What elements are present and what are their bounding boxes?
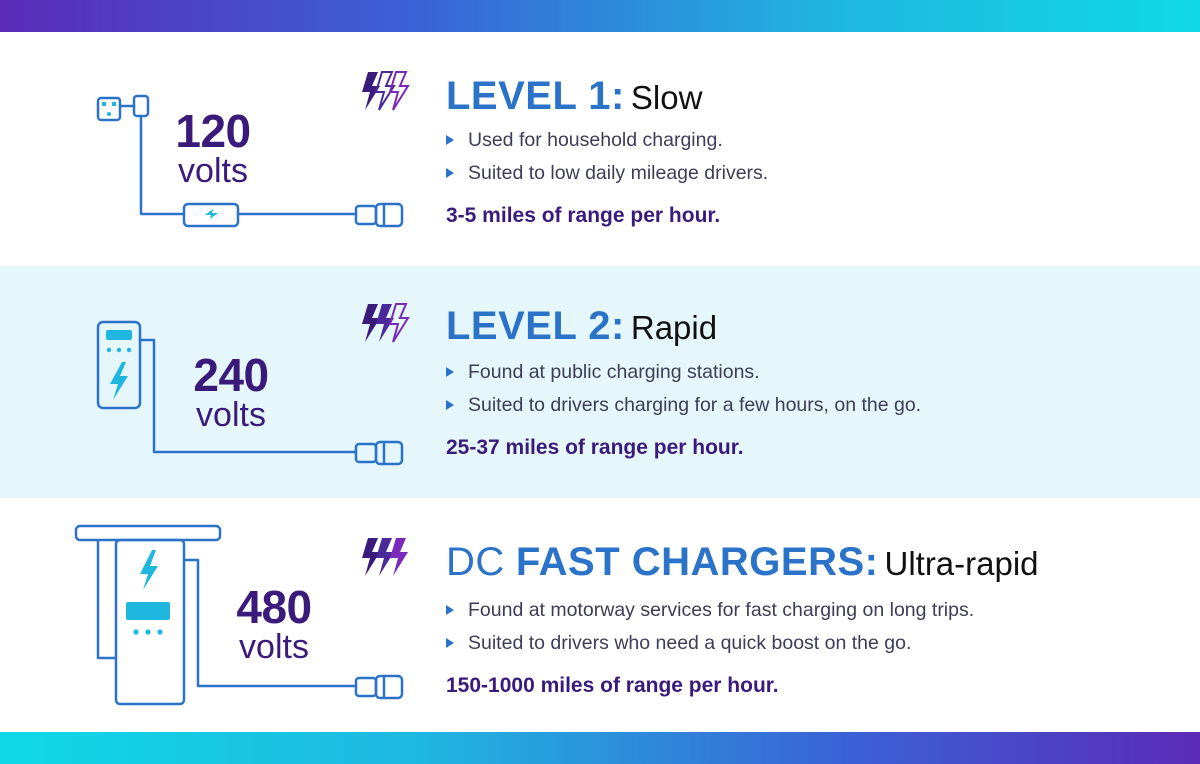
bottom-gradient-bar (0, 732, 1200, 764)
heading-speed: Ultra-rapid (884, 545, 1039, 582)
heading-bold: FAST CHARGERS: (515, 540, 879, 584)
range-per-hour: 150-1000 miles of range per hour. (446, 674, 779, 697)
triangle-bullet-icon (446, 605, 454, 615)
triangle-bullet-icon (446, 168, 454, 178)
triangle-bullet-icon (446, 638, 454, 648)
voltage-label: 120 volts (168, 108, 258, 188)
list-item: Found at public charging stations. (446, 356, 921, 389)
wall-plug-charger-illustration (96, 94, 404, 228)
voltage-number: 480 (236, 581, 312, 633)
list-item: Found at motorway services for fast char… (446, 594, 974, 627)
connector-icon (374, 440, 404, 466)
voltage-unit: volts (239, 628, 309, 666)
voltage-number: 240 (193, 349, 269, 401)
lightning-bolts-icon (362, 538, 408, 576)
level-2-heading: LEVEL 2: Rapid (446, 306, 717, 346)
dc-fast-charger-section: 480 volts DC FAST CHARGERS: Ultra-rapid F… (0, 498, 1200, 732)
list-item: Used for household charging. (446, 124, 768, 157)
level-2-section: 240 volts LEVEL 2: Rapid Found at public … (0, 266, 1200, 498)
connector-icon (374, 674, 404, 700)
wall-box-icon (96, 320, 142, 410)
voltage-label: 240 volts (184, 352, 278, 432)
wall-socket-icon (96, 96, 122, 122)
voltage-unit: volts (178, 152, 248, 190)
heading-speed: Slow (630, 79, 703, 116)
list-item: Suited to drivers who need a quick boost… (446, 627, 974, 660)
voltage-number: 120 (175, 105, 251, 157)
bolt-icon (110, 362, 128, 400)
canopy-icon (74, 524, 222, 542)
triangle-bullet-icon (446, 135, 454, 145)
level-2-bullet-list: Found at public charging stations. Suite… (446, 356, 921, 422)
bolt-icon (140, 550, 158, 590)
list-item: Suited to low daily mileage drivers. (446, 157, 768, 190)
level-1-heading: LEVEL 1: Slow (446, 76, 702, 116)
screen-icon (126, 602, 170, 620)
charging-station-icon (114, 538, 186, 706)
top-gradient-bar (0, 0, 1200, 32)
level-1-bullet-list: Used for household charging. Suited to l… (446, 124, 768, 190)
list-item: Suited to drivers charging for a few hou… (446, 389, 921, 422)
connector-icon (374, 202, 404, 228)
bolt-icon (205, 209, 218, 219)
dc-fast-heading: DC FAST CHARGERS: Ultra-rapid (446, 542, 1039, 582)
dc-fast-charger-illustration (74, 524, 404, 706)
lightning-bolts-icon (362, 303, 410, 343)
screen-icon (106, 330, 132, 340)
voltage-label: 480 volts (226, 584, 322, 664)
range-per-hour: 25-37 miles of range per hour. (446, 436, 744, 459)
heading-prefix: DC (446, 540, 505, 584)
triangle-bullet-icon (446, 367, 454, 377)
triangle-bullet-icon (446, 400, 454, 410)
level-1-section: 120 volts LEVEL 1: Slow Used for househol… (0, 32, 1200, 266)
voltage-unit: volts (196, 396, 266, 434)
dc-fast-bullet-list: Found at motorway services for fast char… (446, 594, 974, 660)
wall-box-charger-illustration (96, 320, 404, 466)
plug-icon (132, 94, 150, 118)
heading-speed: Rapid (630, 309, 718, 346)
heading-prefix: LEVEL 1: (446, 74, 625, 118)
heading-prefix: LEVEL 2: (446, 304, 625, 348)
lightning-bolts-icon (362, 71, 410, 111)
range-per-hour: 3-5 miles of range per hour. (446, 204, 721, 227)
